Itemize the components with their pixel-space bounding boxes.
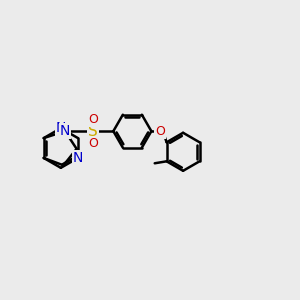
Text: O: O	[155, 125, 165, 138]
Text: N: N	[73, 151, 83, 165]
Text: O: O	[88, 136, 98, 150]
Text: N: N	[60, 124, 70, 138]
Text: N: N	[56, 121, 66, 135]
Text: S: S	[88, 124, 98, 139]
Text: O: O	[88, 113, 98, 126]
